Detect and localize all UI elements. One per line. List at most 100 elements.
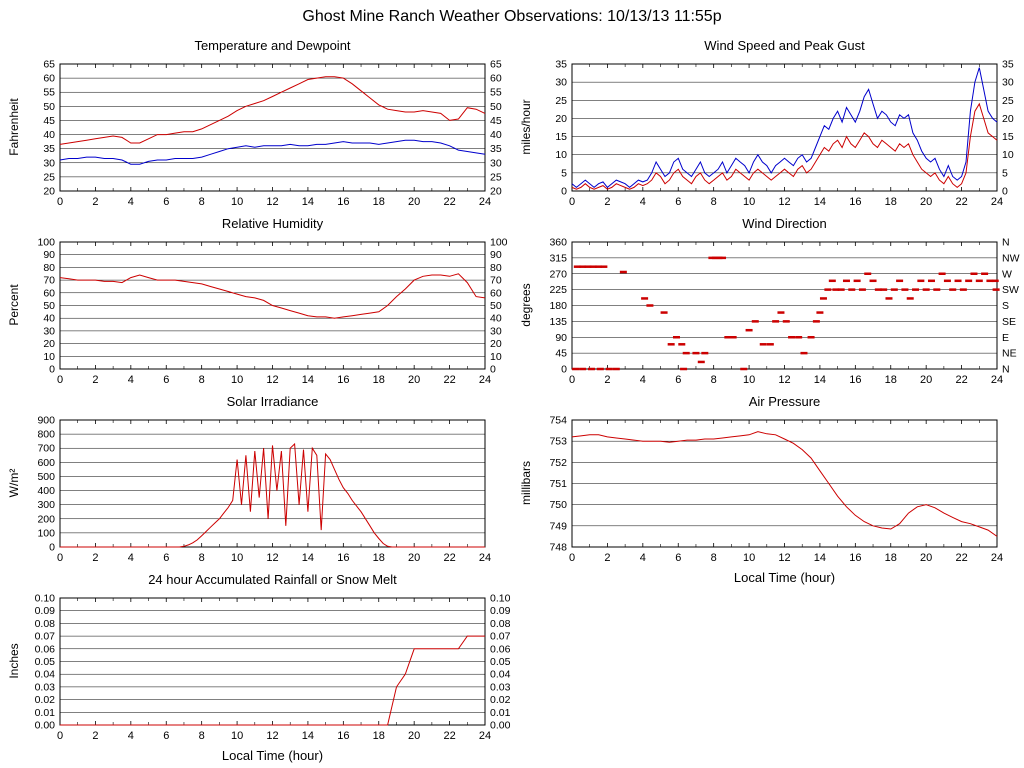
svg-text:22: 22 xyxy=(955,196,967,208)
svg-text:18: 18 xyxy=(885,552,897,564)
svg-text:12: 12 xyxy=(266,552,278,564)
svg-text:65: 65 xyxy=(43,59,55,71)
svg-text:12: 12 xyxy=(778,552,790,564)
svg-text:6: 6 xyxy=(675,196,681,208)
solar-irradiance-chart: Solar Irradiance W/m² 0 100 200 300 400 500 60… xyxy=(0,394,512,590)
svg-text:0: 0 xyxy=(1002,186,1008,198)
svg-text:16: 16 xyxy=(337,196,349,208)
svg-text:6: 6 xyxy=(675,552,681,564)
svg-text:100: 100 xyxy=(37,527,55,539)
svg-text:100: 100 xyxy=(37,237,55,249)
svg-text:20: 20 xyxy=(920,374,932,386)
svg-text:60: 60 xyxy=(43,73,55,85)
svg-text:12: 12 xyxy=(778,374,790,386)
svg-text:0.09: 0.09 xyxy=(35,605,56,617)
svg-text:30: 30 xyxy=(490,157,502,169)
svg-text:10: 10 xyxy=(231,552,243,564)
svg-text:24: 24 xyxy=(991,552,1003,564)
svg-text:20: 20 xyxy=(920,196,932,208)
svg-text:10: 10 xyxy=(743,374,755,386)
svg-text:600: 600 xyxy=(37,457,55,469)
svg-text:749: 749 xyxy=(549,520,567,532)
svg-text:4: 4 xyxy=(128,730,134,742)
rainfall-chart: 24 hour Accumulated Rainfall or Snow Mel… xyxy=(0,572,512,768)
svg-text:10: 10 xyxy=(1002,149,1014,161)
svg-text:4: 4 xyxy=(128,552,134,564)
svg-text:300: 300 xyxy=(37,499,55,511)
svg-text:60: 60 xyxy=(490,73,502,85)
svg-text:753: 753 xyxy=(549,436,567,448)
svg-text:4: 4 xyxy=(640,374,646,386)
svg-text:18: 18 xyxy=(373,196,385,208)
svg-text:0.03: 0.03 xyxy=(490,681,511,693)
svg-text:0.06: 0.06 xyxy=(35,643,56,655)
svg-text:10: 10 xyxy=(743,552,755,564)
svg-text:800: 800 xyxy=(37,429,55,441)
svg-text:18: 18 xyxy=(885,196,897,208)
svg-text:4: 4 xyxy=(128,196,134,208)
svg-text:70: 70 xyxy=(43,275,55,287)
svg-text:50: 50 xyxy=(490,300,502,312)
svg-text:0.06: 0.06 xyxy=(490,643,511,655)
svg-text:20: 20 xyxy=(408,196,420,208)
rainfall-plot: 0.00 0.000.01 0.010.02 0.020.03 0.030.04 0.04… xyxy=(35,593,511,743)
svg-text:S: S xyxy=(1002,300,1009,312)
svg-text:8: 8 xyxy=(711,374,717,386)
svg-text:6: 6 xyxy=(675,374,681,386)
svg-text:14: 14 xyxy=(302,552,314,564)
svg-text:90: 90 xyxy=(555,332,567,344)
svg-text:16: 16 xyxy=(337,374,349,386)
svg-text:55: 55 xyxy=(43,87,55,99)
svg-text:0: 0 xyxy=(561,364,567,376)
svg-text:5: 5 xyxy=(561,167,567,179)
svg-text:748: 748 xyxy=(549,542,567,554)
svg-text:12: 12 xyxy=(778,196,790,208)
svg-text:0.03: 0.03 xyxy=(35,681,56,693)
svg-text:50: 50 xyxy=(43,101,55,113)
svg-text:24: 24 xyxy=(479,552,491,564)
svg-text:35: 35 xyxy=(1002,59,1014,71)
svg-text:30: 30 xyxy=(43,157,55,169)
svg-text:90: 90 xyxy=(490,249,502,261)
svg-text:2: 2 xyxy=(92,196,98,208)
svg-text:6: 6 xyxy=(163,730,169,742)
svg-text:20: 20 xyxy=(920,552,932,564)
svg-text:0.07: 0.07 xyxy=(490,631,511,643)
svg-text:8: 8 xyxy=(711,196,717,208)
svg-text:50: 50 xyxy=(490,101,502,113)
svg-text:90: 90 xyxy=(43,249,55,261)
svg-text:0: 0 xyxy=(49,364,55,376)
x-axis-label: Local Time (hour) xyxy=(221,748,324,763)
svg-text:0.07: 0.07 xyxy=(35,631,56,643)
svg-text:24: 24 xyxy=(991,196,1003,208)
svg-text:12: 12 xyxy=(266,374,278,386)
svg-text:E: E xyxy=(1002,332,1009,344)
chart-title: Solar Irradiance xyxy=(226,394,319,409)
svg-text:18: 18 xyxy=(885,374,897,386)
svg-text:45: 45 xyxy=(43,115,55,127)
svg-text:14: 14 xyxy=(302,374,314,386)
svg-text:40: 40 xyxy=(43,313,55,325)
svg-text:20: 20 xyxy=(408,374,420,386)
svg-text:0.10: 0.10 xyxy=(490,593,511,605)
svg-text:30: 30 xyxy=(43,325,55,337)
svg-text:N: N xyxy=(1002,364,1010,376)
air-pressure-chart: Air Pressure millibars 748 749 750 751 752 75… xyxy=(512,394,1024,590)
svg-text:0: 0 xyxy=(49,542,55,554)
svg-text:270: 270 xyxy=(549,268,567,280)
svg-text:315: 315 xyxy=(549,252,567,264)
svg-text:6: 6 xyxy=(163,196,169,208)
svg-text:15: 15 xyxy=(1002,131,1014,143)
svg-text:12: 12 xyxy=(266,730,278,742)
svg-text:NW: NW xyxy=(1002,252,1020,264)
svg-text:N: N xyxy=(1002,237,1010,249)
wind-direction-chart: Wind Direction degrees 0 N 45 NE 90 E 135 SE 180… xyxy=(512,216,1024,412)
svg-text:0: 0 xyxy=(57,730,63,742)
svg-text:2: 2 xyxy=(604,196,610,208)
svg-text:0: 0 xyxy=(561,186,567,198)
svg-text:0.02: 0.02 xyxy=(35,694,56,706)
svg-text:24: 24 xyxy=(991,374,1003,386)
